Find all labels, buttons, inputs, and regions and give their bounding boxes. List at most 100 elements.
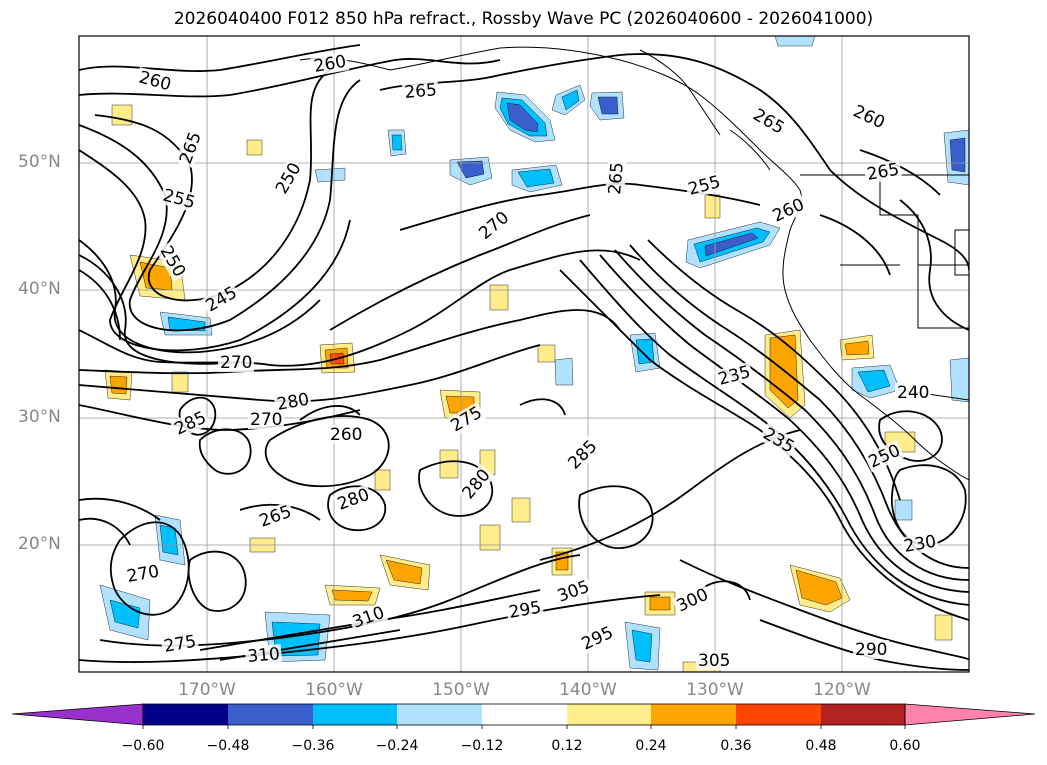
- contour-line: [79, 594, 661, 663]
- lat-label: 50°N: [18, 152, 61, 172]
- contour-label-bg: [271, 158, 306, 199]
- contour-line: [79, 497, 161, 521]
- contour-line: [578, 485, 654, 549]
- contour-line: [519, 398, 566, 416]
- negative-patch: [774, 36, 816, 47]
- lon-label: 170°W: [178, 680, 236, 700]
- positive-patch: [489, 284, 509, 311]
- contour-label-bg: [328, 425, 364, 444]
- contour-label-bg: [748, 104, 789, 139]
- colorbar-segment: [482, 704, 567, 725]
- contour-label-bg: [310, 51, 350, 77]
- positive-patch: [795, 569, 843, 606]
- colorbar-segment: [651, 704, 736, 725]
- coastline-path: [729, 129, 771, 171]
- contour-label-bg: [123, 561, 163, 587]
- contour-label-bg: [848, 100, 890, 133]
- contour-label-bg: [696, 651, 732, 670]
- contour-line: [899, 199, 969, 331]
- positive-patch: [439, 449, 459, 479]
- contour-label-bg: [332, 484, 374, 515]
- negative-anomaly-patches: [99, 36, 969, 671]
- colorbar-segment: [736, 704, 821, 725]
- contour-label-bg: [562, 435, 602, 475]
- negative-patch: [314, 167, 346, 183]
- contour-label: 240: [897, 383, 929, 403]
- positive-patch: [171, 371, 189, 393]
- lon-label: 120°W: [813, 680, 871, 700]
- positive-patch: [934, 614, 953, 641]
- contour-line: [79, 309, 621, 375]
- border-path: [917, 265, 969, 329]
- contour-line: [79, 344, 541, 403]
- negative-patch: [109, 599, 141, 629]
- map-frame: [78, 35, 970, 673]
- contour-label-bg: [159, 184, 199, 213]
- colorbar-segment: [821, 704, 905, 725]
- colorbar-segment: [397, 704, 482, 725]
- border-path: [879, 175, 969, 266]
- contour-label-bg: [714, 361, 754, 390]
- contour-label-bg: [169, 407, 211, 440]
- colorbar-tick-label: −0.36: [291, 738, 335, 754]
- coastline-path: [299, 46, 969, 481]
- colorbar-tick-label: −0.24: [375, 738, 419, 754]
- colorbar-segment: [143, 704, 228, 725]
- contour-label-bg: [604, 159, 627, 198]
- contour-label-bg: [767, 194, 809, 227]
- negative-patch: [631, 629, 653, 663]
- contour-label-bg: [863, 159, 903, 185]
- contour-line: [418, 460, 493, 517]
- negative-patch: [561, 89, 580, 111]
- contour-label-bg: [552, 576, 594, 607]
- colorbar-tick-label: 0.36: [720, 738, 752, 754]
- contour-line: [79, 249, 641, 367]
- refractivity-contours: [79, 44, 969, 671]
- colorbar-segment: [313, 704, 397, 725]
- positive-patch: [511, 497, 531, 523]
- lat-label: 30°N: [18, 407, 61, 427]
- negative-patch: [857, 369, 891, 393]
- positive-patch: [374, 469, 391, 491]
- contour-line: [79, 517, 131, 546]
- contour-label-bg: [155, 240, 190, 282]
- contour-label-bg: [758, 423, 799, 458]
- contour-label-bg: [671, 584, 713, 617]
- lon-label: 140°W: [559, 680, 617, 700]
- coastline-path: [639, 49, 721, 136]
- colorbar-tick-label: −0.48: [206, 738, 250, 754]
- contour-line: [219, 629, 401, 661]
- contour-label: 270: [250, 410, 282, 430]
- contour-label-bg: [473, 206, 514, 245]
- colorbar-left-extension: [11, 703, 144, 726]
- contour-line: [198, 428, 252, 475]
- colorbar-right-extension: [904, 703, 1036, 726]
- contour-label: 260: [330, 425, 362, 445]
- lat-label: 40°N: [18, 279, 61, 299]
- contour-label-bg: [401, 80, 440, 103]
- negative-patch: [949, 137, 966, 173]
- contour-line: [79, 149, 351, 352]
- contour-line: [559, 269, 969, 621]
- contour-label-bg: [244, 644, 283, 667]
- contour-label: 265: [605, 161, 628, 195]
- positive-patch: [704, 194, 721, 219]
- contour-line: [759, 619, 969, 671]
- contour-label: 270: [220, 353, 252, 373]
- border-path: [954, 229, 969, 276]
- positive-patch: [844, 340, 870, 356]
- negative-patch: [597, 96, 619, 115]
- contour-label-bg: [135, 66, 175, 95]
- contour-label-bg: [200, 282, 242, 317]
- contour-line: [264, 415, 390, 488]
- contour-label-bg: [273, 389, 313, 415]
- positive-patch: [385, 559, 423, 585]
- contour-line: [187, 550, 247, 612]
- negative-patch: [391, 134, 403, 151]
- contour-label-bg: [248, 410, 284, 429]
- contour-label-bg: [853, 640, 889, 659]
- positive-patch: [555, 551, 569, 571]
- colorbar-segment: [567, 704, 651, 725]
- positive-patch: [649, 596, 671, 611]
